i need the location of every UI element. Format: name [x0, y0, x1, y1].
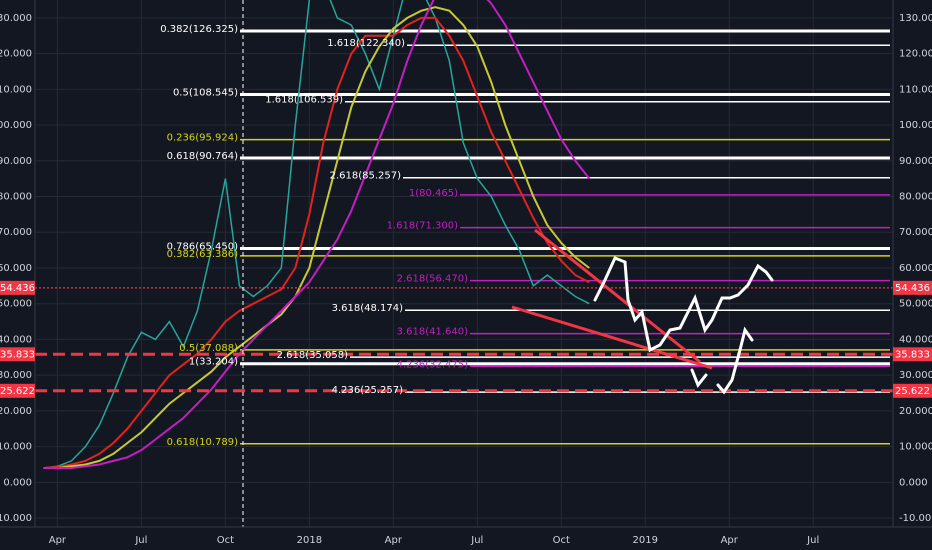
y-tick-label: 110.000 — [899, 84, 932, 95]
y-tick-label: 130.000 — [899, 13, 932, 24]
fib-label: 0.618(10.789) — [167, 437, 239, 448]
fib-label: 1.618(71.300) — [387, 221, 459, 232]
grid — [35, 0, 893, 527]
fib-label: 0.5(108.545) — [173, 88, 238, 99]
y-tick-label: 110.000 — [0, 84, 32, 95]
price-tag-label: 35.833 — [0, 349, 35, 360]
price-line — [43, 6, 590, 469]
y-tick-label: 30.000 — [0, 370, 32, 381]
price-tag — [893, 347, 932, 362]
x-tick-label: Jul — [470, 535, 483, 546]
y-tick-label: 20.000 — [0, 406, 32, 417]
y-tick-label: 100.000 — [899, 120, 932, 131]
projection-drawing — [593, 256, 774, 353]
fib-label: 4.236(25.257) — [332, 385, 404, 396]
price-line — [43, 0, 590, 469]
y-tick-label: 90.000 — [0, 156, 32, 167]
projection-drawing — [690, 326, 754, 395]
fib-label: 1.618(122.340) — [327, 38, 405, 49]
y-tick-label: 90.000 — [899, 156, 932, 167]
y-tick-label: 80.000 — [0, 192, 32, 203]
y-tick-label: 30.000 — [899, 370, 932, 381]
price-tag — [0, 347, 35, 362]
price-tag-label: 25.622 — [895, 386, 930, 397]
x-tick-label: Apr — [49, 535, 67, 546]
x-tick-label: Jul — [806, 535, 819, 546]
labels: 130.000 130.000 120.000 120.000 110.000 110.0… — [0, 13, 932, 546]
x-tick-label: Jul — [134, 535, 147, 546]
y-tick-label: 130.000 — [0, 13, 32, 24]
y-tick-label: 10.000 — [899, 442, 932, 453]
fib-label: 0.382(63.386) — [167, 249, 239, 260]
y-tick-label: 120.000 — [0, 49, 32, 60]
price-tag-label: 54.436 — [895, 283, 930, 294]
y-tick-label: -10.000 — [899, 513, 932, 524]
fib-label: 3.618(48.174) — [332, 303, 404, 314]
price-tag — [0, 383, 35, 398]
fib-label: 2.618(85.257) — [330, 171, 402, 182]
x-tick-label: Oct — [553, 535, 570, 546]
fib-label: 1.618(106.539) — [265, 95, 343, 106]
fib-label: 0.382(126.325) — [160, 24, 238, 35]
trendlines — [511, 228, 713, 370]
trendline — [511, 305, 713, 370]
y-tick-label: 60.000 — [899, 263, 932, 274]
x-tick-label: Oct — [217, 535, 234, 546]
y-tick-label: 40.000 — [0, 334, 32, 345]
price-tag — [893, 280, 932, 295]
y-tick-label: 60.000 — [0, 263, 32, 274]
price-tag — [893, 383, 932, 398]
fib-label: 0.618(90.764) — [167, 151, 239, 162]
price-tag — [0, 280, 35, 295]
y-tick-label: 10.000 — [0, 442, 32, 453]
y-tick-label: 0.000 — [3, 477, 32, 488]
y-tick-label: 80.000 — [899, 192, 932, 203]
y-tick-label: 20.000 — [899, 406, 932, 417]
price-line — [43, 0, 591, 469]
y-tick-label: 70.000 — [899, 227, 932, 238]
y-tick-label: 0.000 — [899, 477, 928, 488]
fib-label: 3.618(41.640) — [397, 327, 469, 338]
fib-label: 0.786(65.450) — [167, 241, 239, 252]
x-tick-label: Apr — [385, 535, 403, 546]
x-tick-label: 2019 — [633, 535, 658, 546]
fib-label: 1(80.465) — [409, 188, 458, 199]
price-tag-label: 35.833 — [895, 349, 930, 360]
y-tick-label: 50.000 — [899, 299, 932, 310]
fib-label: 4.236(32.475) — [397, 359, 469, 370]
y-tick-label: -10.000 — [0, 513, 32, 524]
y-tick-label: 70.000 — [0, 227, 32, 238]
price-tag-label: 54.436 — [0, 283, 35, 294]
fib-label: 2.618(35.058) — [277, 350, 349, 361]
plot-area — [35, 0, 893, 469]
y-tick-label: 50.000 — [0, 299, 32, 310]
x-tick-label: Apr — [721, 535, 739, 546]
price-tag-label: 25.622 — [0, 386, 35, 397]
trendline — [534, 228, 701, 364]
fib-label: 0.5(37.088) — [179, 343, 238, 354]
fib-label: 1(33.204) — [189, 357, 238, 368]
fib-label: 2.618(56.470) — [397, 274, 469, 285]
y-tick-label: 40.000 — [899, 334, 932, 345]
y-tick-label: 100.000 — [0, 120, 32, 131]
fib-label: 0.236(95.924) — [167, 133, 239, 144]
price-line — [43, 16, 590, 469]
x-tick-label: 2018 — [297, 535, 322, 546]
y-tick-label: 120.000 — [899, 49, 932, 60]
